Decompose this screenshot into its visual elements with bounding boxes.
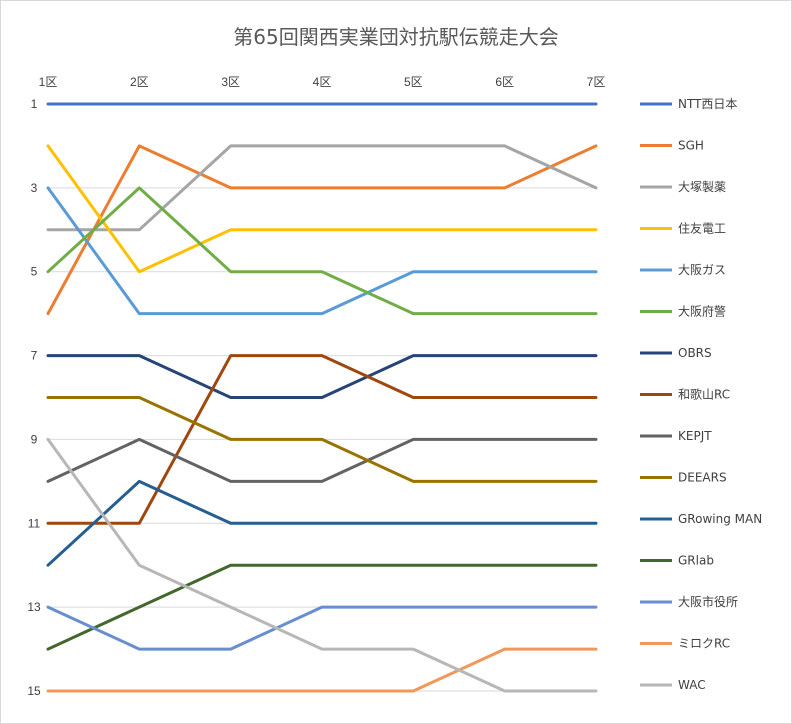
x-tick-label: 6区 (495, 75, 514, 89)
x-tick-label: 2区 (130, 75, 149, 89)
x-tick-labels: 1区 2区 3区 4区 5区 6区 7区 (39, 75, 606, 89)
legend-label: 住友電工 (678, 222, 726, 236)
y-tick-label: 3 (31, 181, 38, 195)
y-tick-label: 7 (31, 349, 38, 363)
legend-label: 大阪市役所 (678, 594, 738, 609)
series-line (46, 563, 598, 651)
legend-label: 大塚製薬 (678, 180, 726, 194)
series-line (46, 354, 598, 525)
series-line (46, 186, 598, 316)
legend-label: 大阪ガス (678, 263, 726, 277)
series-line (46, 144, 598, 274)
series-line (46, 605, 598, 651)
series-line (46, 437, 598, 483)
legend-label: GRlab (678, 554, 714, 568)
series-line (46, 144, 598, 232)
x-tick-label: 5区 (404, 75, 423, 89)
y-tick-label: 1 (31, 97, 38, 111)
series-line (46, 354, 598, 399)
legend-label: OBRS (678, 346, 712, 360)
series-line (46, 144, 598, 316)
x-tick-label: 3区 (221, 75, 240, 89)
x-tick-label: 7区 (587, 75, 606, 89)
series-line (46, 186, 598, 316)
series-line (46, 647, 598, 693)
legend-label: 和歌山RC (678, 387, 730, 402)
series-line (46, 396, 598, 483)
legend-label: KEPJT (678, 429, 712, 443)
legend-label: NTT西日本 (678, 97, 737, 111)
legend-label: DEEARS (678, 471, 727, 485)
series-line (46, 437, 598, 693)
y-tick-label: 15 (27, 684, 41, 698)
y-tick-label: 11 (28, 516, 41, 530)
legend-label: SGH (678, 139, 704, 153)
legend-label: ミロクRC (678, 637, 730, 651)
series-lines (46, 102, 598, 693)
series-line (46, 479, 598, 567)
legend-label: 大阪府警 (678, 304, 726, 319)
legend-label: WAC (678, 678, 706, 692)
x-tick-label: 4区 (313, 75, 332, 89)
y-tick-label: 5 (31, 265, 38, 279)
y-tick-label: 13 (27, 600, 41, 614)
chart-title: 第65回関西実業団対抗駅伝競走大会 (233, 25, 558, 49)
y-tick-label: 9 (31, 432, 38, 446)
x-tick-label: 1区 (39, 75, 58, 89)
legend-label: GRowing MAN (678, 512, 762, 526)
